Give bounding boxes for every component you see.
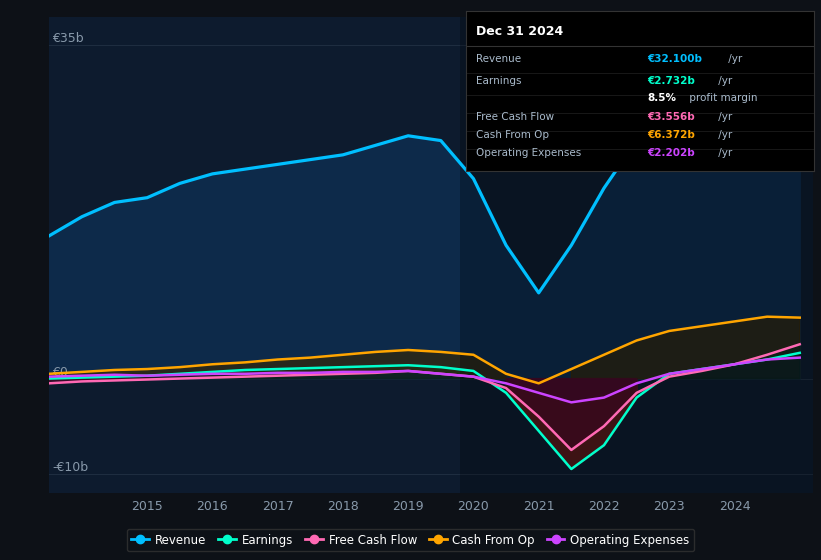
Text: 2016: 2016 — [196, 501, 228, 514]
Text: profit margin: profit margin — [686, 93, 758, 103]
Text: €2.202b: €2.202b — [647, 148, 695, 158]
Text: 2022: 2022 — [588, 501, 620, 514]
Text: Operating Expenses: Operating Expenses — [476, 148, 581, 158]
Text: €0: €0 — [53, 366, 68, 379]
Bar — [461, 17, 813, 493]
Text: 8.5%: 8.5% — [647, 93, 676, 103]
Legend: Revenue, Earnings, Free Cash Flow, Cash From Op, Operating Expenses: Revenue, Earnings, Free Cash Flow, Cash … — [126, 529, 695, 551]
Text: /yr: /yr — [715, 76, 732, 86]
Text: €32.100b: €32.100b — [647, 54, 702, 64]
Text: €2.732b: €2.732b — [647, 76, 695, 86]
Text: 2023: 2023 — [654, 501, 685, 514]
Text: Dec 31 2024: Dec 31 2024 — [476, 25, 563, 39]
Text: 2024: 2024 — [718, 501, 750, 514]
Text: 2019: 2019 — [392, 501, 424, 514]
Text: Cash From Op: Cash From Op — [476, 130, 549, 140]
Text: €3.556b: €3.556b — [647, 111, 695, 122]
Text: -€10b: -€10b — [53, 461, 89, 474]
Text: €35b: €35b — [53, 32, 84, 45]
Text: /yr: /yr — [725, 54, 742, 64]
Text: 2017: 2017 — [262, 501, 294, 514]
Text: Revenue: Revenue — [476, 54, 521, 64]
Text: 2015: 2015 — [131, 501, 163, 514]
Text: 2021: 2021 — [523, 501, 554, 514]
Text: /yr: /yr — [715, 130, 732, 140]
Text: /yr: /yr — [715, 148, 732, 158]
Text: 2020: 2020 — [457, 501, 489, 514]
Text: €6.372b: €6.372b — [647, 130, 695, 140]
Text: Free Cash Flow: Free Cash Flow — [476, 111, 554, 122]
Text: 2018: 2018 — [327, 501, 359, 514]
Text: Earnings: Earnings — [476, 76, 521, 86]
Text: /yr: /yr — [715, 111, 732, 122]
